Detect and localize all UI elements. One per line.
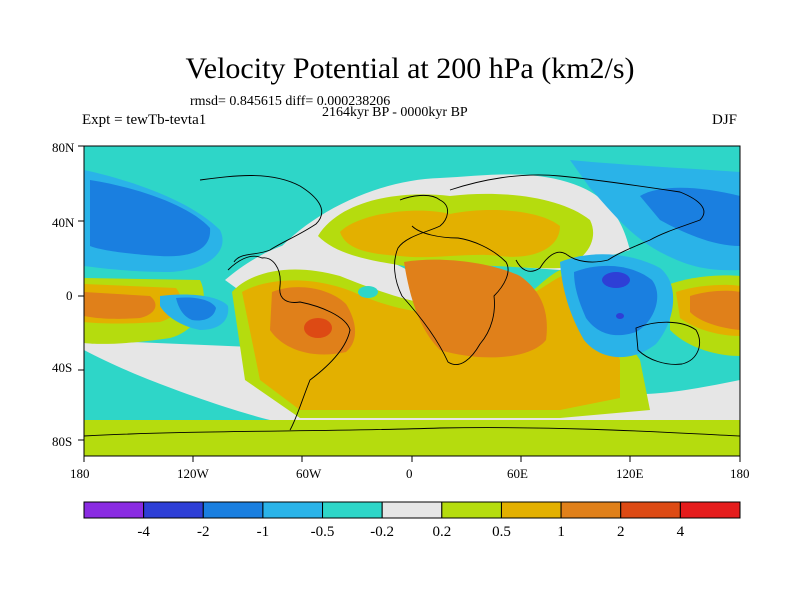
blue-core (602, 272, 630, 288)
coastline (199, 175, 323, 263)
colorbar-label: 2 (617, 524, 625, 540)
coastlines (83, 174, 741, 437)
negative-region (90, 180, 211, 257)
coastline (394, 194, 509, 365)
orange-region (84, 292, 156, 319)
experiment-label: Expt = tewTb-tevta1 (82, 112, 207, 128)
colorbar-label: -1 (257, 524, 270, 540)
lon-tick: 0 (406, 466, 413, 481)
colorbar-labels: -4 -2 -1 -0.5 -0.2 0.2 0.5 1 2 4 (137, 524, 684, 540)
lat-tick: 80S (52, 434, 73, 449)
coastline (449, 174, 705, 272)
lon-tick: 120E (616, 466, 644, 481)
colorbar-box (620, 501, 681, 519)
colorbar-boxes (83, 501, 741, 519)
red-core (304, 318, 332, 338)
colorbar-box (441, 501, 502, 519)
lon-tick: 60W (296, 466, 322, 481)
lon-tick: 180 (70, 466, 90, 481)
coastline (635, 321, 700, 365)
blue-core (616, 313, 624, 319)
gold-region (340, 210, 560, 258)
coastline (83, 427, 741, 437)
colorbar-label: 0.2 (432, 524, 451, 540)
lat-tick: 0 (66, 288, 73, 303)
colorbar-box (83, 501, 145, 519)
negative-region (574, 265, 658, 336)
colorbar-label: 1 (557, 524, 565, 540)
colorbar-box (381, 501, 443, 519)
lat-tick: 80N (52, 140, 75, 155)
orange-region (404, 259, 547, 358)
negative-region (640, 187, 740, 246)
colorbar-box (202, 501, 264, 519)
coastline (227, 255, 351, 431)
colorbar-label: -0.5 (311, 524, 335, 540)
colorbar-box (262, 501, 324, 519)
colorbar-label: 4 (677, 524, 685, 540)
axis-ticks (78, 145, 741, 462)
lat-tick: 40N (52, 215, 75, 230)
colorbar-label: -0.2 (370, 524, 394, 540)
lon-tick: 180 (730, 466, 750, 481)
colorbar-box (679, 501, 741, 519)
colorbar-box (322, 501, 383, 519)
colorbar-box (560, 501, 622, 519)
stats-line: rmsd= 0.845615 diff= 0.000238206 (190, 94, 391, 109)
lon-tick: 60E (507, 466, 528, 481)
negative-region (570, 160, 740, 271)
period-line: 2164kyr BP - 0000kyr BP (322, 105, 468, 120)
negative-region (176, 297, 216, 321)
map-title: Velocity Potential at 200 hPa (km2/s) (185, 52, 635, 85)
colorbar-box (500, 501, 562, 519)
negative-region (358, 286, 378, 298)
lat-tick: 40S (52, 360, 73, 375)
colorbar-label: -2 (197, 524, 210, 540)
orange-region (690, 290, 740, 330)
lon-tick: 120W (177, 466, 209, 481)
colorbar-box (143, 501, 204, 519)
contour-field (84, 146, 740, 456)
colorbar-label: 0.5 (492, 524, 511, 540)
colorbar-label: -4 (137, 524, 150, 540)
season-label: DJF (712, 112, 738, 128)
